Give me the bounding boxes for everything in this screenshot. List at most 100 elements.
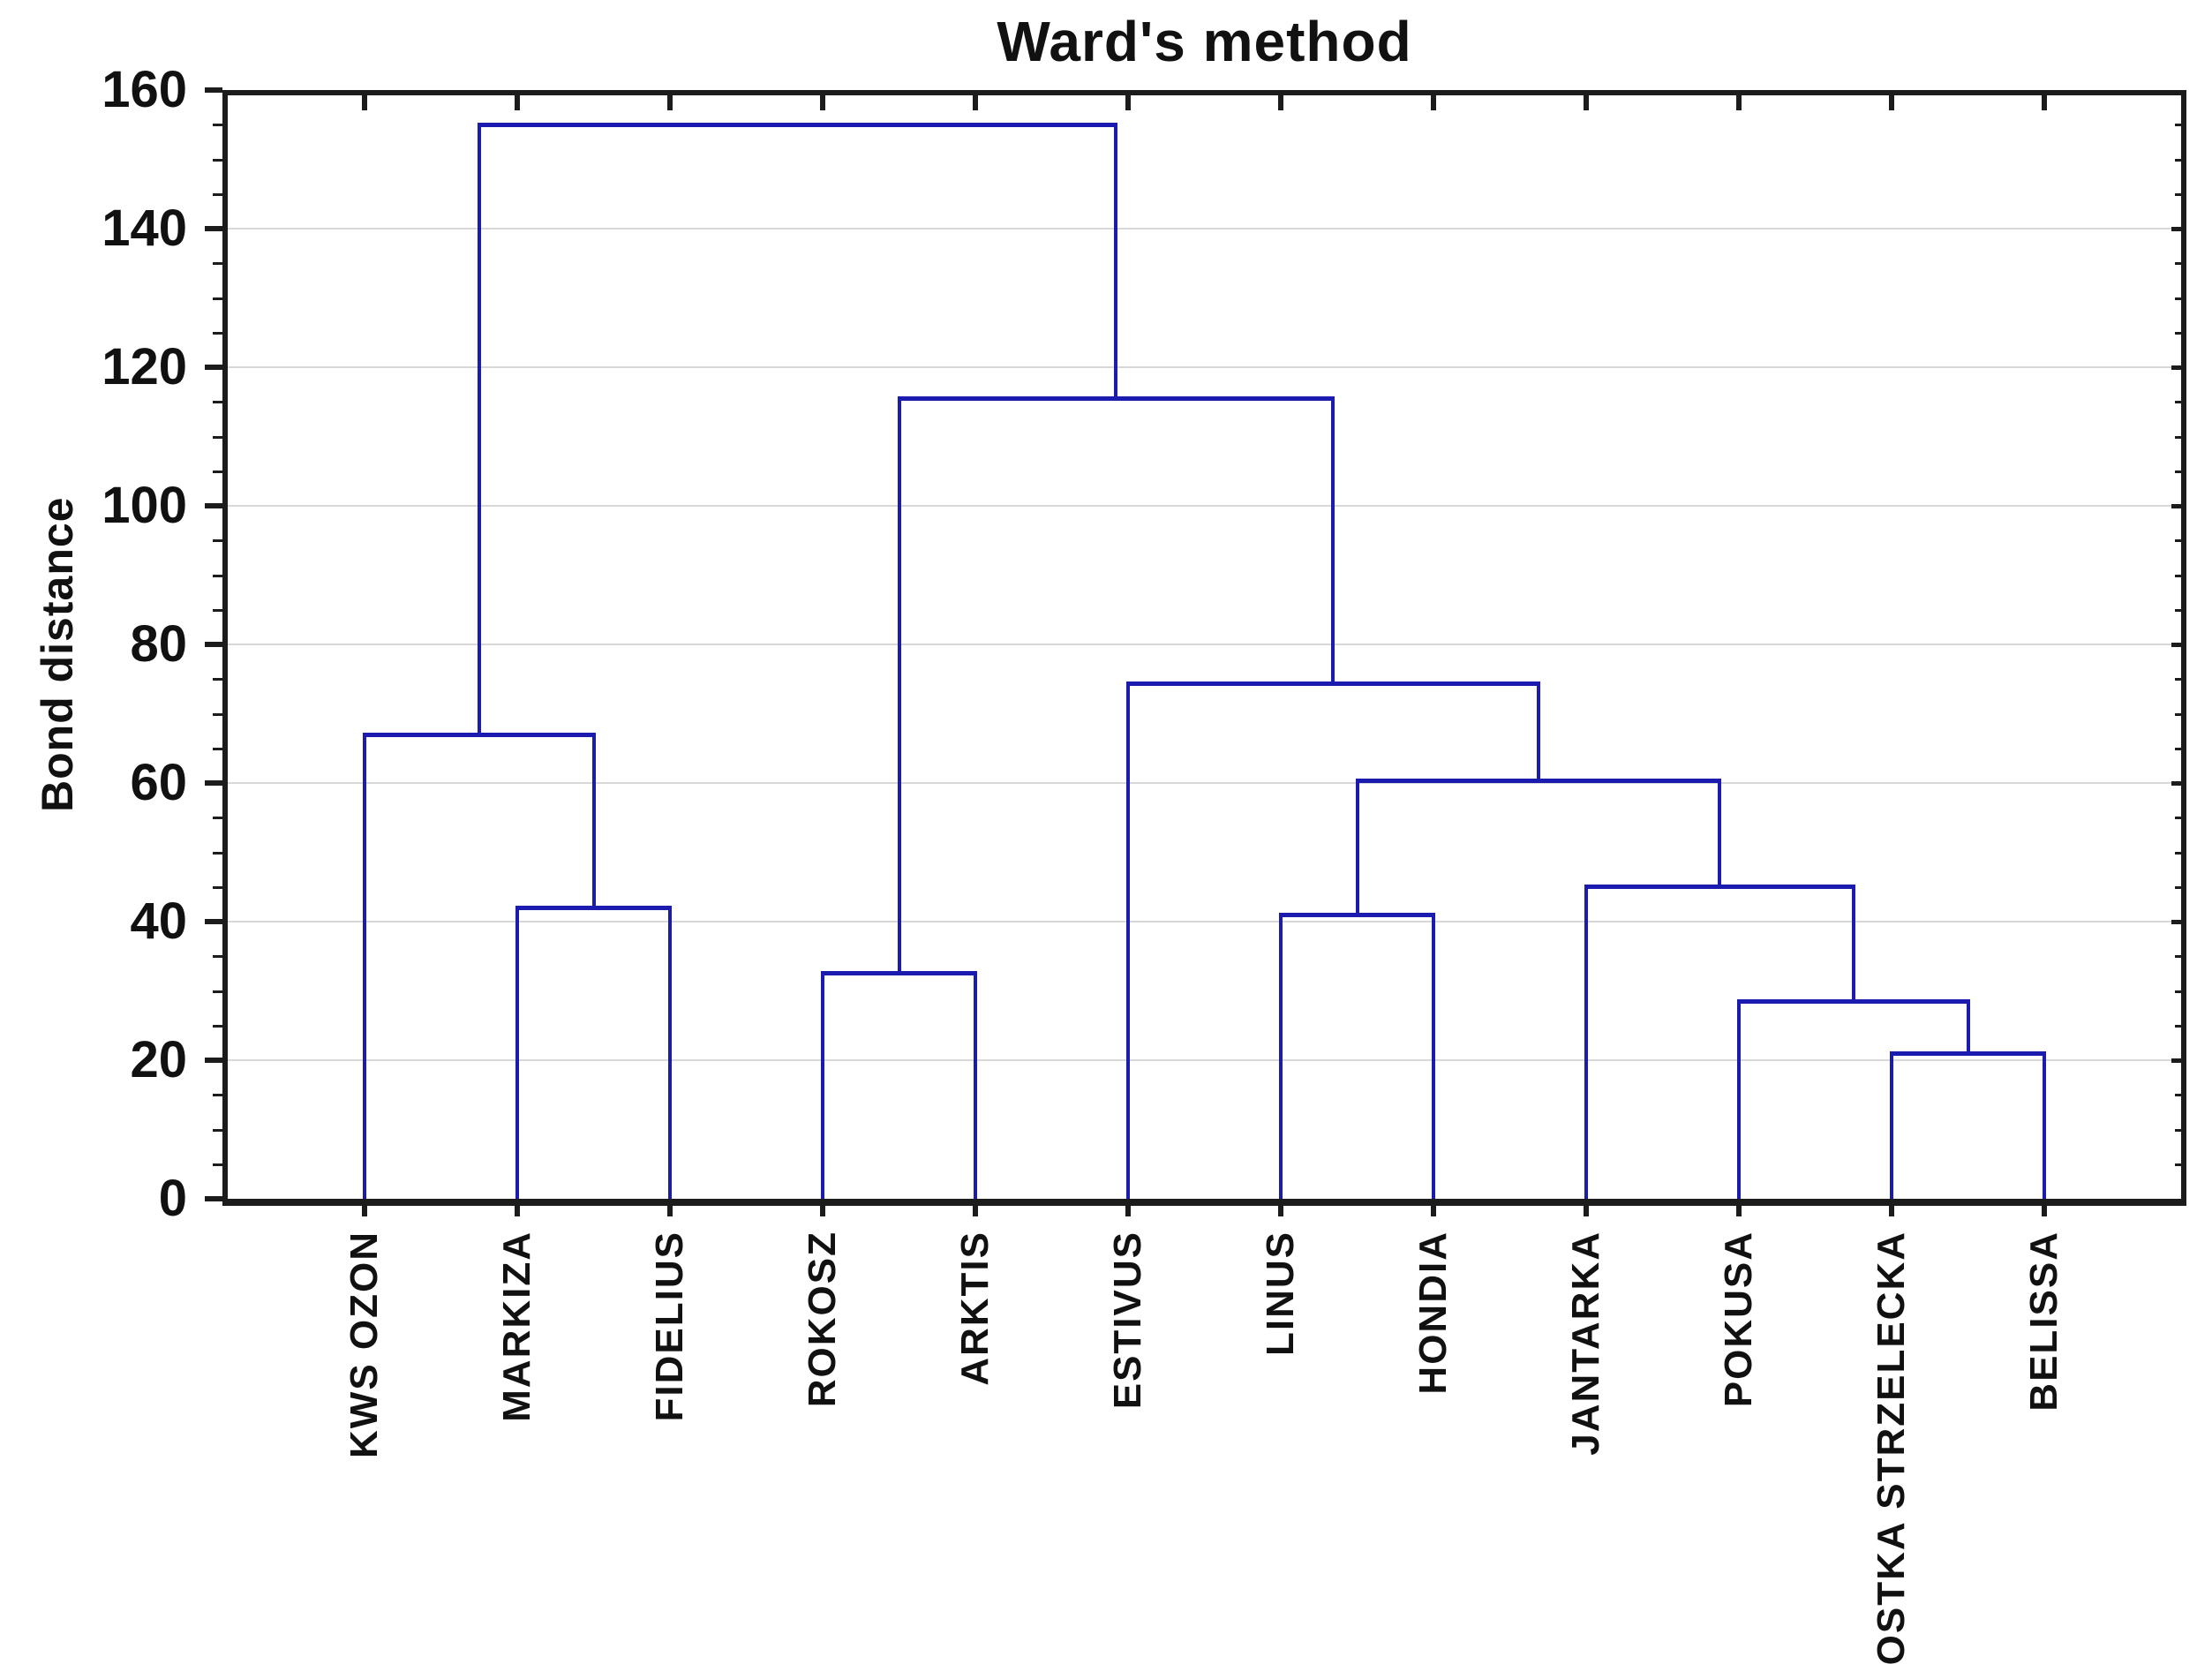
- dendrogram-h-link: [363, 732, 596, 737]
- y-axis-minor-tick: [213, 1094, 222, 1097]
- y-axis-minor-tick: [213, 851, 222, 855]
- right-axis-tick: [2171, 920, 2185, 924]
- leaf-label: LINUS: [1259, 1231, 1302, 1356]
- y-tick-label: 120: [102, 338, 187, 395]
- dendrogram-h-link: [1279, 912, 1435, 917]
- leaf-label: MARKIZA: [495, 1231, 538, 1422]
- dendrogram-v-link: [515, 907, 519, 1199]
- y-tick-label: 0: [158, 1170, 187, 1227]
- right-axis-tick: [2171, 227, 2185, 231]
- y-tick-label: 20: [130, 1031, 187, 1088]
- y-tick-label: 140: [102, 200, 187, 257]
- bottom-axis-tick: [973, 1206, 978, 1216]
- dendrogram-v-link: [1126, 683, 1130, 1199]
- y-axis-tick: [205, 919, 222, 924]
- dendrogram-v-link: [363, 734, 366, 1199]
- leaf-label: ROKOSZ: [801, 1231, 844, 1408]
- y-tick-label: 80: [130, 615, 187, 673]
- top-axis-tick: [1278, 95, 1283, 110]
- bottom-axis-tick: [515, 1206, 520, 1216]
- top-axis-tick: [1584, 95, 1589, 110]
- dendrogram-v-link: [1279, 915, 1283, 1199]
- leaf-label: POKUSA: [1717, 1231, 1760, 1408]
- y-tick-label: 60: [130, 754, 187, 811]
- y-axis-minor-tick: [213, 712, 222, 716]
- right-axis-minor-tick: [2175, 158, 2185, 162]
- y-axis-minor-tick: [213, 1163, 222, 1166]
- dendrogram-v-link: [1355, 780, 1359, 915]
- right-axis-minor-tick: [2175, 955, 2185, 959]
- right-axis-minor-tick: [2175, 678, 2185, 681]
- bottom-axis-tick: [667, 1206, 673, 1216]
- right-axis-minor-tick: [2175, 1024, 2185, 1028]
- dendrogram-h-link: [515, 905, 672, 910]
- grid-line: [228, 921, 2181, 922]
- y-tick-label: 100: [102, 477, 187, 534]
- top-axis-tick: [1736, 95, 1742, 110]
- dendrogram-h-link: [897, 395, 1335, 401]
- top-axis-tick: [973, 95, 978, 110]
- dendrogram-v-link: [1718, 780, 1722, 887]
- top-axis-tick: [515, 95, 520, 110]
- right-axis-minor-tick: [2175, 817, 2185, 820]
- y-axis-minor-tick: [213, 435, 222, 439]
- grid-line: [228, 366, 2181, 368]
- dendrogram-v-link: [477, 124, 481, 735]
- y-axis-minor-tick: [213, 331, 222, 335]
- right-axis-minor-tick: [2175, 747, 2185, 750]
- right-axis-minor-tick: [2175, 712, 2185, 716]
- right-axis-minor-tick: [2175, 470, 2185, 473]
- grid-line: [228, 1059, 2181, 1061]
- y-axis-tick: [205, 226, 222, 231]
- dendrogram-v-link: [1584, 886, 1588, 1199]
- leaf-label: HONDIA: [1411, 1231, 1455, 1395]
- top-axis-tick: [2042, 95, 2047, 110]
- right-axis-minor-tick: [2175, 262, 2185, 266]
- right-axis-minor-tick: [2175, 885, 2185, 889]
- y-axis-minor-tick: [213, 297, 222, 300]
- dendrogram-h-link: [1355, 779, 1722, 784]
- leaf-label: OSTKA STRZELECKA: [1870, 1231, 1913, 1664]
- grid-line: [228, 782, 2181, 784]
- y-axis-minor-tick: [213, 608, 222, 612]
- right-axis-tick: [2171, 365, 2185, 370]
- right-axis-minor-tick: [2175, 990, 2185, 993]
- y-tick-label: 40: [130, 892, 187, 950]
- bottom-axis-tick: [362, 1206, 367, 1216]
- right-axis-minor-tick: [2175, 851, 2185, 855]
- plot-border: [222, 90, 2186, 1206]
- dendrogram-v-link: [1331, 398, 1335, 684]
- bottom-axis-tick: [1584, 1206, 1589, 1216]
- top-axis-tick: [1889, 95, 1894, 110]
- dendrogram-v-link: [897, 398, 901, 974]
- y-axis-minor-tick: [213, 1024, 222, 1028]
- leaf-label: ESTIVUS: [1106, 1231, 1149, 1410]
- leaf-label: KWS OZON: [342, 1231, 386, 1458]
- right-axis-minor-tick: [2175, 124, 2185, 127]
- y-axis-minor-tick: [213, 158, 222, 162]
- dendrogram-v-link: [668, 907, 672, 1199]
- y-axis-minor-tick: [213, 192, 222, 196]
- dendrogram-v-link: [1432, 915, 1435, 1199]
- chart-title: Ward's method: [997, 10, 1412, 73]
- right-axis-minor-tick: [2175, 192, 2185, 196]
- dendrogram-v-link: [821, 973, 824, 1199]
- right-axis-minor-tick: [2175, 1163, 2185, 1166]
- dendrogram-v-link: [1536, 683, 1540, 781]
- y-axis-minor-tick: [213, 539, 222, 543]
- dendrogram-v-link: [1890, 1053, 1893, 1199]
- bottom-axis-tick: [1431, 1206, 1436, 1216]
- top-axis-tick: [362, 95, 367, 110]
- y-axis-minor-tick: [213, 885, 222, 889]
- y-axis-minor-tick: [213, 262, 222, 266]
- bottom-axis-tick: [820, 1206, 825, 1216]
- y-axis-minor-tick: [213, 817, 222, 820]
- y-axis-minor-tick: [213, 124, 222, 127]
- bottom-axis-tick: [2042, 1206, 2047, 1216]
- dendrogram-h-link: [477, 122, 1118, 127]
- bottom-axis-tick: [1736, 1206, 1742, 1216]
- dendrogram-v-link: [1966, 1001, 1970, 1054]
- dendrogram-h-link: [1584, 885, 1855, 890]
- y-axis-minor-tick: [213, 1128, 222, 1132]
